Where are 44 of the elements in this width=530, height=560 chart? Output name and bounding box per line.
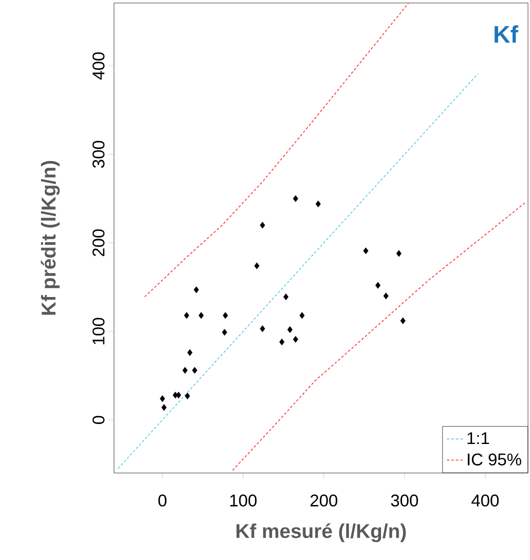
point <box>292 336 298 343</box>
point <box>161 404 167 411</box>
point <box>279 338 284 346</box>
point <box>184 312 190 319</box>
point <box>260 222 266 229</box>
annotation: Kf <box>494 25 518 43</box>
point <box>375 282 380 289</box>
point <box>187 349 192 356</box>
point <box>363 247 368 254</box>
point <box>176 392 182 398</box>
point <box>194 286 199 294</box>
point <box>260 325 266 332</box>
x-tick-label: 100 <box>230 494 257 506</box>
x-tick-label: 200 <box>310 494 338 506</box>
point <box>182 366 188 374</box>
y-tick-label: 100 <box>92 318 105 344</box>
y-tick-label: 400 <box>92 52 105 80</box>
y-tick-label: 300 <box>92 140 105 168</box>
point <box>287 326 293 333</box>
y-axis-title: Kf prédit (l/Kg/n) <box>40 160 60 315</box>
y-tick-label: 200 <box>92 229 105 256</box>
point <box>283 293 288 300</box>
point <box>254 262 260 270</box>
point <box>222 328 228 336</box>
x-axis-title: Kf mesuré (l/Kg/n) <box>236 523 406 542</box>
y-tick-label: 0 <box>92 416 105 424</box>
legend-label: IC 95% <box>468 453 522 466</box>
line-series <box>232 202 526 471</box>
point <box>184 392 190 400</box>
point <box>316 200 321 208</box>
point <box>222 312 228 319</box>
point <box>198 312 204 319</box>
point <box>299 312 305 319</box>
line-series <box>144 2 409 298</box>
legend-label: 1:1 <box>468 432 490 444</box>
x-tick-label: 300 <box>391 494 418 506</box>
x-tick-label: 0 <box>158 494 166 506</box>
point <box>192 366 198 374</box>
point <box>400 317 406 324</box>
x-tick-label: 400 <box>471 494 499 506</box>
point <box>292 195 298 202</box>
point <box>383 292 389 300</box>
point <box>396 250 402 257</box>
point <box>160 395 166 402</box>
